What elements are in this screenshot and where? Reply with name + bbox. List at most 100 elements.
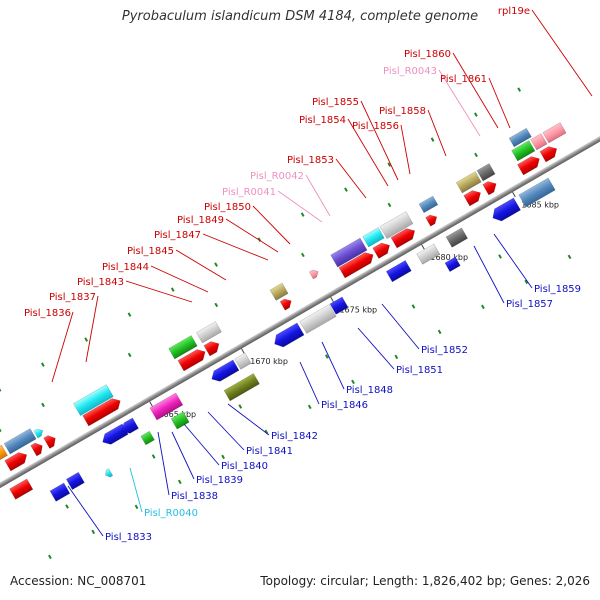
gene-callout-line: [85, 295, 99, 363]
gene-feature[interactable]: [82, 396, 124, 427]
gene-feature[interactable]: [209, 359, 240, 384]
gene-feature[interactable]: [330, 237, 368, 268]
gene-feature[interactable]: [30, 441, 46, 457]
gene-label[interactable]: Pisl_1849: [177, 215, 224, 226]
gene-label[interactable]: Pisl_1833: [105, 532, 152, 543]
gene-label[interactable]: Pisl_1853: [287, 155, 334, 166]
gene-feature[interactable]: [279, 297, 294, 311]
gene-feature[interactable]: [425, 213, 440, 227]
gene-feature[interactable]: [463, 188, 484, 207]
grid-mark: [300, 252, 305, 258]
gene-feature[interactable]: [299, 304, 337, 334]
gene-label[interactable]: Pisl_1859: [534, 284, 581, 295]
gene-feature[interactable]: [508, 127, 532, 148]
gene-feature[interactable]: [379, 211, 414, 240]
gene-feature[interactable]: [416, 243, 441, 265]
grid-mark: [127, 312, 132, 317]
gene-label[interactable]: Pisl_R0040: [144, 508, 198, 519]
gene-callout-line: [305, 174, 331, 217]
gene-feature[interactable]: [308, 268, 320, 280]
gene-feature[interactable]: [43, 433, 59, 449]
gene-feature[interactable]: [271, 322, 305, 350]
gene-feature[interactable]: [100, 423, 129, 447]
gene-label[interactable]: Pisl_1851: [396, 365, 443, 376]
gene-feature[interactable]: [539, 144, 560, 163]
gene-callout-line: [202, 233, 269, 261]
gene-callout-line: [125, 280, 193, 303]
gene-feature[interactable]: [73, 384, 114, 417]
gene-feature[interactable]: [385, 260, 412, 283]
gene-feature[interactable]: [4, 450, 30, 472]
gene-label[interactable]: Pisl_1837: [49, 292, 96, 303]
gene-feature[interactable]: [168, 335, 198, 360]
gene-label[interactable]: Pisl_R0041: [222, 187, 276, 198]
gene-feature[interactable]: [149, 392, 184, 421]
gene-label[interactable]: Pisl_1845: [127, 246, 174, 257]
gene-feature[interactable]: [445, 227, 468, 248]
gene-label[interactable]: Pisl_R0043: [383, 66, 437, 77]
gene-feature[interactable]: [530, 133, 548, 151]
gene-feature[interactable]: [390, 226, 418, 249]
gene-label[interactable]: Pisl_1843: [77, 277, 124, 288]
gene-callout-line: [488, 77, 511, 129]
gene-feature[interactable]: [329, 296, 349, 315]
gene-label[interactable]: Pisl_1844: [102, 262, 149, 273]
gene-label[interactable]: Pisl_1839: [196, 475, 243, 486]
gene-feature[interactable]: [518, 177, 556, 208]
gene-label[interactable]: Pisl_1850: [204, 202, 251, 213]
gene-label[interactable]: Pisl_1861: [440, 74, 487, 85]
gene-feature[interactable]: [511, 140, 536, 162]
gene-label[interactable]: Pisl_1852: [421, 345, 468, 356]
gene-feature[interactable]: [3, 428, 37, 455]
gene-feature[interactable]: [177, 347, 208, 372]
gene-callout-line: [299, 361, 320, 405]
gene-feature[interactable]: [140, 430, 155, 446]
gene-feature[interactable]: [119, 417, 139, 436]
gene-label[interactable]: Pisl_1858: [379, 106, 426, 117]
gene-feature[interactable]: [542, 122, 567, 144]
kbp-tick-mark: [330, 296, 334, 303]
gene-feature[interactable]: [418, 195, 439, 214]
gene-label[interactable]: Pisl_1846: [321, 400, 368, 411]
gene-label[interactable]: Pisl_1841: [246, 446, 293, 457]
gene-feature[interactable]: [196, 321, 222, 344]
gene-feature[interactable]: [234, 352, 252, 370]
gene-label[interactable]: rpl19e: [498, 6, 530, 17]
gene-feature[interactable]: [9, 478, 34, 500]
gene-feature[interactable]: [269, 282, 289, 301]
gene-label[interactable]: Pisl_1848: [346, 385, 393, 396]
gene-feature[interactable]: [203, 339, 222, 357]
gene-label[interactable]: Pisl_1856: [352, 121, 399, 132]
gene-label[interactable]: Pisl_1854: [299, 115, 346, 126]
gene-feature[interactable]: [170, 411, 190, 430]
gene-feature[interactable]: [0, 444, 8, 461]
gene-feature[interactable]: [49, 482, 71, 502]
gene-label[interactable]: Pisl_1860: [404, 49, 451, 60]
gene-label[interactable]: Pisl_1855: [312, 97, 359, 108]
gene-feature[interactable]: [489, 197, 521, 224]
gene-feature[interactable]: [455, 171, 482, 194]
gene-feature[interactable]: [65, 471, 85, 490]
gene-feature[interactable]: [444, 256, 461, 272]
gene-feature[interactable]: [33, 427, 45, 439]
gene-feature[interactable]: [482, 179, 499, 196]
gene-feature[interactable]: [223, 373, 260, 402]
gene-feature[interactable]: [362, 227, 385, 248]
gene-label[interactable]: Pisl_1840: [221, 461, 268, 472]
gene-feature[interactable]: [103, 468, 114, 479]
gene-feature[interactable]: [372, 240, 393, 259]
gene-label[interactable]: Pisl_1857: [506, 299, 553, 310]
gene-label[interactable]: Pisl_R0042: [250, 171, 304, 182]
gene-label[interactable]: Pisl_1836: [24, 308, 71, 319]
grid-mark: [498, 254, 502, 259]
gene-callout-line: [175, 249, 227, 281]
gene-label[interactable]: Pisl_1842: [271, 431, 318, 442]
gene-feature[interactable]: [517, 154, 542, 176]
kbp-tick-label: 1675 kbp: [339, 305, 377, 314]
gene-feature[interactable]: [476, 163, 496, 182]
gene-feature[interactable]: [338, 250, 376, 279]
gene-label[interactable]: Pisl_1838: [171, 491, 218, 502]
grid-mark: [474, 152, 478, 158]
gene-label[interactable]: Pisl_1847: [154, 230, 201, 241]
gene-callout-line: [427, 109, 447, 157]
